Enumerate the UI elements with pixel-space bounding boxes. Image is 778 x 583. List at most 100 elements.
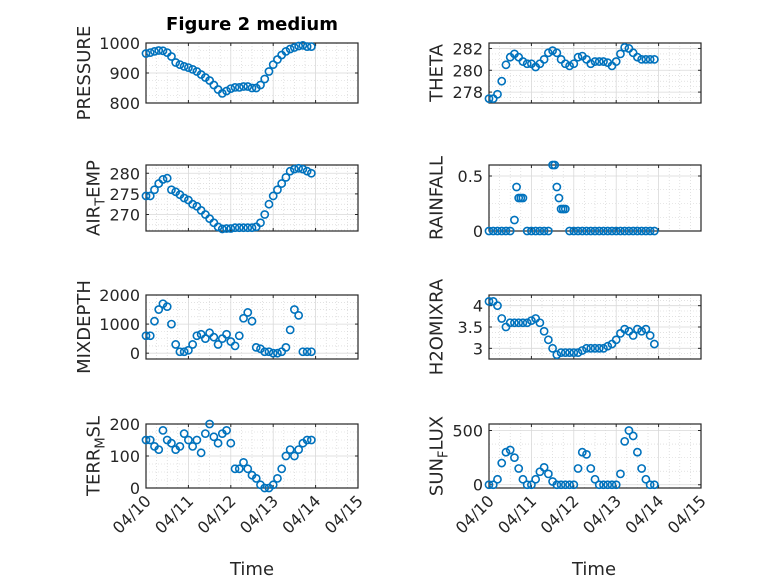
- data-point: [162, 173, 172, 183]
- xlabel-right: Time: [571, 559, 616, 580]
- data-point: [243, 464, 253, 474]
- data-point: [518, 318, 528, 328]
- data-point: [543, 335, 553, 345]
- y-tick-label: 200: [109, 415, 140, 434]
- data-point: [306, 42, 316, 51]
- y-axis-label: PRESSURE: [74, 26, 95, 121]
- data-point: [569, 480, 579, 490]
- data-point: [573, 52, 583, 62]
- data-point: [264, 199, 274, 209]
- data-point: [226, 224, 236, 233]
- data-point: [645, 226, 655, 236]
- data-point: [637, 54, 647, 64]
- data-point: [573, 464, 583, 473]
- data-point: [616, 49, 625, 59]
- data-point: [573, 348, 583, 357]
- x-tick-label: 04/11: [151, 491, 197, 537]
- data-point: [522, 318, 532, 328]
- data-point: [222, 86, 231, 96]
- data-point: [239, 457, 248, 467]
- data-point: [497, 314, 507, 323]
- data-point: [637, 464, 647, 473]
- data-point: [522, 480, 532, 490]
- data-point: [484, 480, 494, 490]
- data-point: [196, 205, 206, 215]
- data-point: [560, 348, 570, 357]
- y-axis-label-rest: EMP: [84, 160, 105, 198]
- data-point: [145, 191, 155, 201]
- data-point: [226, 84, 236, 93]
- y-tick-label: 0.5: [458, 167, 483, 186]
- data-point: [268, 191, 278, 201]
- data-point: [243, 308, 253, 317]
- data-point: [213, 340, 223, 349]
- data-point: [188, 199, 198, 209]
- data-point: [209, 332, 219, 342]
- data-point: [493, 89, 502, 99]
- data-point: [188, 65, 198, 74]
- data-point: [268, 348, 278, 358]
- data-point: [209, 80, 219, 90]
- data-point: [548, 343, 557, 353]
- data-point: [633, 447, 642, 457]
- data-point: [548, 46, 557, 56]
- data-point: [607, 480, 617, 490]
- y-axis-label-subscript: T: [94, 198, 109, 207]
- data-point: [645, 480, 655, 490]
- data-point: [196, 448, 206, 458]
- data-point: [633, 226, 642, 236]
- data-point: [628, 431, 638, 441]
- data-point: [306, 347, 316, 357]
- data-point: [590, 343, 600, 353]
- data-point: [535, 226, 545, 236]
- data-point: [183, 63, 193, 72]
- data-point: [306, 435, 316, 445]
- data-point: [162, 302, 172, 312]
- data-point: [543, 48, 553, 58]
- data-point: [518, 193, 528, 203]
- data-point: [281, 342, 291, 352]
- y-tick-label: 800: [109, 94, 140, 113]
- data-point: [192, 435, 202, 445]
- data-point: [175, 441, 185, 451]
- data-point: [239, 223, 248, 233]
- data-point: [565, 480, 574, 490]
- data-point: [501, 447, 511, 457]
- data-point: [539, 226, 549, 236]
- data-point: [183, 435, 193, 445]
- data-point: [302, 347, 312, 357]
- data-point: [175, 347, 185, 357]
- data-point: [586, 59, 596, 69]
- data-point: [243, 82, 253, 91]
- data-point: [543, 226, 553, 236]
- data-point: [488, 226, 498, 236]
- data-point: [620, 324, 630, 334]
- data-point: [620, 42, 630, 52]
- y-tick-label: 0: [130, 479, 140, 498]
- x-tick-label: 04/11: [494, 491, 540, 537]
- data-point: [158, 46, 168, 56]
- data-point: [497, 458, 507, 468]
- data-point: [510, 215, 519, 225]
- data-point: [565, 61, 574, 71]
- data-point: [222, 329, 231, 339]
- data-point: [611, 226, 621, 236]
- data-point: [294, 310, 304, 320]
- data-point: [611, 335, 621, 345]
- y-axis-label-main: AIR: [84, 206, 105, 236]
- data-point: [510, 453, 519, 463]
- data-point: [552, 350, 562, 360]
- data-point: [497, 76, 507, 86]
- y-axis-label: AIRTEMP: [84, 160, 109, 236]
- data-point: [620, 436, 630, 446]
- data-point: [243, 223, 253, 233]
- rainfall-axes: 0 0.5 RAINFALL: [427, 156, 702, 241]
- data-point: [260, 483, 270, 493]
- y-tick-label: 100: [109, 447, 140, 466]
